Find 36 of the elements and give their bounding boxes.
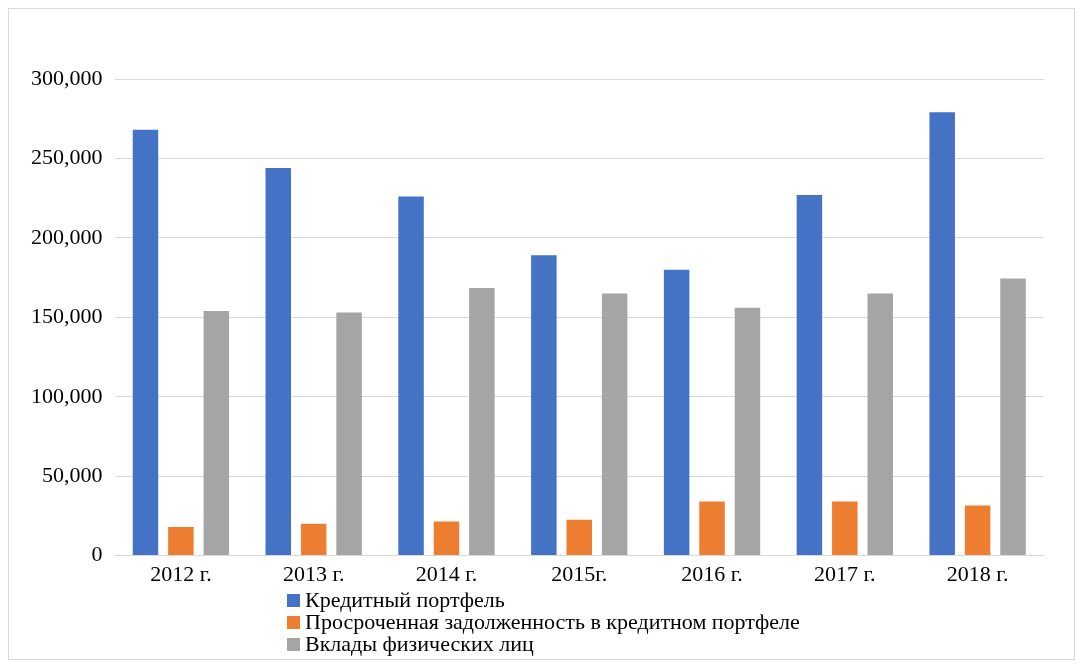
- bar: [398, 196, 424, 556]
- y-tick-label: 0: [91, 541, 103, 567]
- x-tick-label: 2015г.: [551, 560, 608, 586]
- bar: [1000, 278, 1026, 556]
- bar: [663, 269, 690, 556]
- x-tick-label: 2016 г.: [681, 560, 743, 586]
- bar: [300, 523, 327, 556]
- bar: [433, 521, 460, 556]
- bar: [601, 293, 628, 556]
- y-tick-label: 300,000: [31, 64, 103, 90]
- bar: [867, 293, 893, 556]
- y-tick-label: 100,000: [31, 382, 103, 408]
- y-tick-label: 150,000: [31, 303, 103, 329]
- legend-label: Кредитный портфель: [305, 587, 505, 612]
- x-tick-label: 2018 г.: [946, 560, 1009, 586]
- bar: [132, 129, 159, 556]
- bar: [469, 287, 495, 556]
- x-tick-label: 2013 г.: [282, 560, 345, 586]
- x-tick-label: 2012 г.: [150, 560, 212, 586]
- bar: [734, 307, 761, 556]
- bar: [964, 505, 991, 556]
- bar: [566, 519, 592, 556]
- bar: [168, 527, 194, 556]
- y-tick-label: 250,000: [31, 144, 103, 170]
- bar: [531, 255, 557, 556]
- bar: [336, 312, 362, 556]
- bar: [699, 501, 725, 556]
- bar: [796, 194, 823, 556]
- bar: [265, 167, 292, 556]
- bar: [929, 112, 955, 556]
- bar: [832, 501, 858, 556]
- x-tick-label: 2017 г.: [814, 560, 876, 586]
- y-tick-label: 50,000: [42, 461, 103, 487]
- bar: [203, 310, 230, 556]
- y-tick-label: 200,000: [31, 223, 103, 249]
- x-tick-label: 2014 г.: [415, 560, 478, 586]
